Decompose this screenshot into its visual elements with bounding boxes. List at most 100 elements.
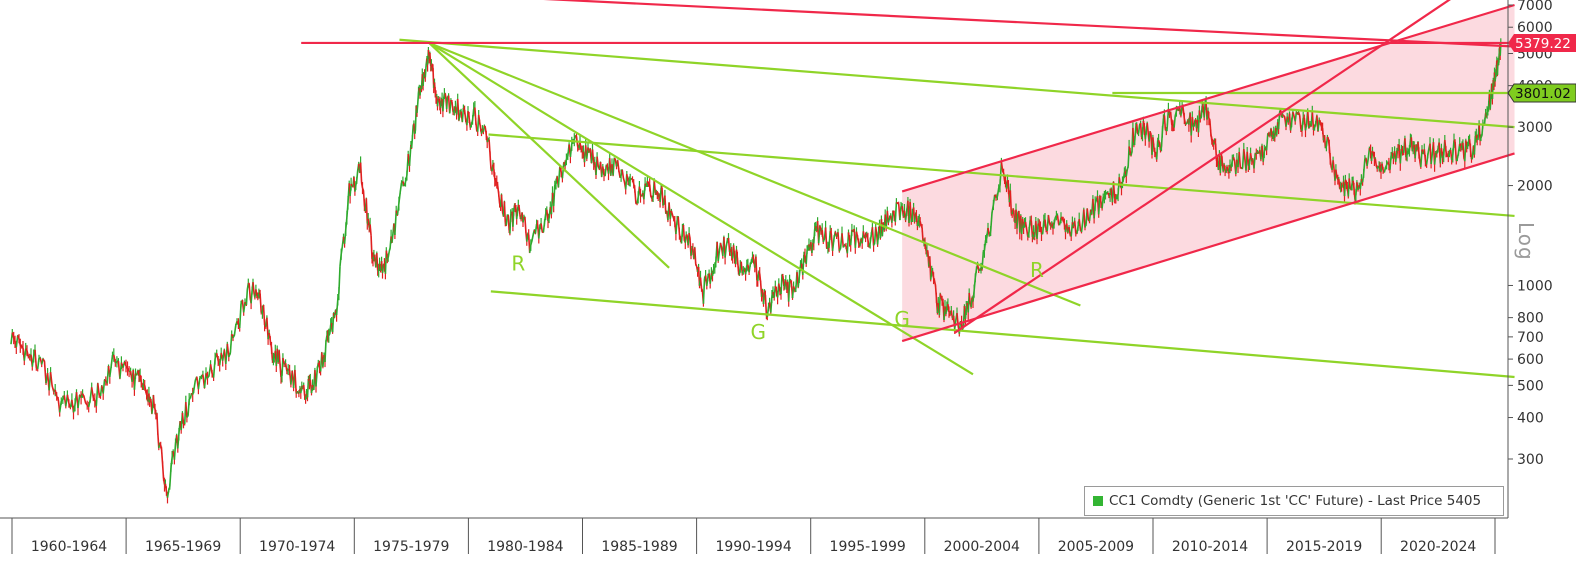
price-segment [1330,159,1331,167]
price-segment [490,155,491,168]
x-tick-label: 1970-1974 [259,539,335,555]
price-segment [605,165,606,176]
y-tick-label: 1000 [1517,278,1553,294]
price-segment [725,247,726,258]
price-segment [1126,170,1127,176]
price-segment [1244,149,1245,159]
price-segment [1239,152,1240,167]
price-tag-label: 3801.02 [1515,86,1571,102]
price-segment [1293,112,1294,116]
price-segment [249,284,250,298]
price-segment [412,126,413,138]
last-price-tag: 5379.22 [1508,34,1576,52]
price-segment [383,265,384,274]
price-segment [253,282,254,293]
price-segment [476,122,477,132]
price-tag-label: 5379.22 [1515,36,1571,52]
annotation-label: R [511,251,525,275]
price-segment [152,407,153,413]
price-segment [1299,112,1300,115]
price-segment [1349,178,1350,187]
x-tick-label: 2020-2024 [1400,539,1476,555]
price-segment [1010,190,1011,213]
price-segment [683,225,684,240]
resistance-price-tag: 3801.02 [1508,84,1576,102]
price-segment [920,221,921,226]
x-tick-label: 1980-1984 [487,539,563,555]
price-segment [1463,143,1464,158]
price-segment [502,195,503,212]
annotation-label: G [894,307,910,331]
price-segment [1164,116,1165,129]
price-segment [1283,115,1284,116]
price-segment [939,294,940,316]
price-segment [1419,153,1420,162]
price-segment [1336,170,1337,178]
price-segment [1174,116,1175,128]
y-tick-label: 6000 [1517,20,1553,36]
price-segment [145,385,146,392]
price-segment [1342,187,1343,188]
price-segment [665,196,666,214]
price-segment [1017,214,1018,229]
price-segment [826,227,827,248]
y-tick-label: 600 [1517,352,1544,368]
x-tick-label: 2015-2019 [1286,539,1362,555]
x-tick-label: 1985-1989 [601,539,677,555]
annotation-label: G [750,320,766,344]
y-tick-label: 700 [1517,330,1544,346]
price-segment [650,184,651,196]
legend-label: CC1 Comdty (Generic 1st 'CC' Future) - L… [1109,493,1481,509]
price-segment [1048,215,1049,223]
price-segment [361,163,362,183]
y-tick-label: 3000 [1517,120,1553,136]
price-segment [260,294,261,313]
price-segment [246,290,247,305]
price-segment [325,342,326,362]
price-segment [388,252,389,258]
price-segment [511,213,512,215]
price-segment [781,275,782,294]
price-segment [1375,159,1376,166]
price-segment [1139,125,1140,134]
price-segment [339,266,340,293]
price-segment [392,233,393,242]
price-segment [1339,179,1340,189]
price-segment [425,65,426,77]
legend: CC1 Comdty (Generic 1st 'CC' Future) - L… [1084,486,1504,516]
price-segment [1428,149,1429,156]
price-segment [157,413,158,433]
price-segment [525,217,526,232]
x-tick-label: 2005-2009 [1058,539,1134,555]
legend-swatch-icon [1093,496,1103,506]
price-segment [1137,124,1138,134]
y-tick-label: 400 [1517,411,1544,427]
y-tick-label: 500 [1517,378,1544,394]
price-segment [1325,135,1326,148]
y-tick-label: 300 [1517,452,1544,468]
price-segment [279,350,280,365]
y-tick-label: 7000 [1517,0,1553,14]
annotation-label: R [1030,258,1044,282]
x-tick-label: 1975-1979 [373,539,449,555]
price-segment [597,157,598,167]
x-tick-label: 1965-1969 [145,539,221,555]
price-segment [1147,123,1148,133]
price-segment [423,73,424,86]
price-segment [1054,218,1055,224]
price-segment [417,105,418,113]
x-tick-label: 2010-2014 [1172,539,1248,555]
price-segment [969,293,970,303]
x-tick-label: 1990-1994 [715,539,791,555]
price-segment [351,184,352,186]
x-tick-label: 1960-1964 [31,539,107,555]
price-segment [922,228,923,243]
price-segment [341,247,342,254]
x-tick-label: 2000-2004 [944,539,1020,555]
y-tick-label: 800 [1517,311,1544,327]
price-segment [357,171,358,181]
price-segment [329,334,330,336]
x-tick-label: 1995-1999 [830,539,906,555]
